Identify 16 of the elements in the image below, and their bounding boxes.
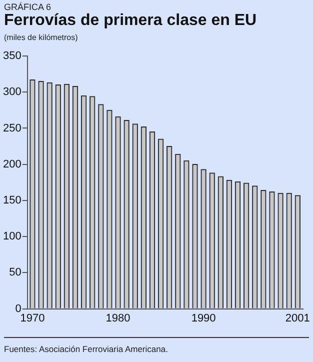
x-tick-label: 1990	[191, 312, 216, 324]
x-tick-label: 1970	[20, 312, 45, 324]
y-tick-label: 200	[2, 158, 22, 170]
y-tick-label: 300	[2, 86, 22, 98]
x-tick-label: 1980	[106, 312, 130, 324]
y-tick-label: 100	[2, 230, 22, 243]
x-tick-label: 2001	[285, 312, 310, 324]
y-tick-label: 0	[15, 302, 22, 315]
y-tick-label: 250	[2, 122, 22, 134]
text: GRÁFICA 6	[4, 2, 52, 12]
y-tick-label: 50	[9, 266, 22, 279]
source-note: Fuentes: Asociación Ferroviaria Americana.	[4, 344, 168, 354]
y-tick-label: 150	[2, 194, 22, 206]
chart-title: Ferrovías de primera clase en EU	[4, 12, 257, 30]
chart-subtitle: (miles de kilómetros)	[4, 33, 78, 42]
y-tick-label: 350	[2, 50, 22, 62]
